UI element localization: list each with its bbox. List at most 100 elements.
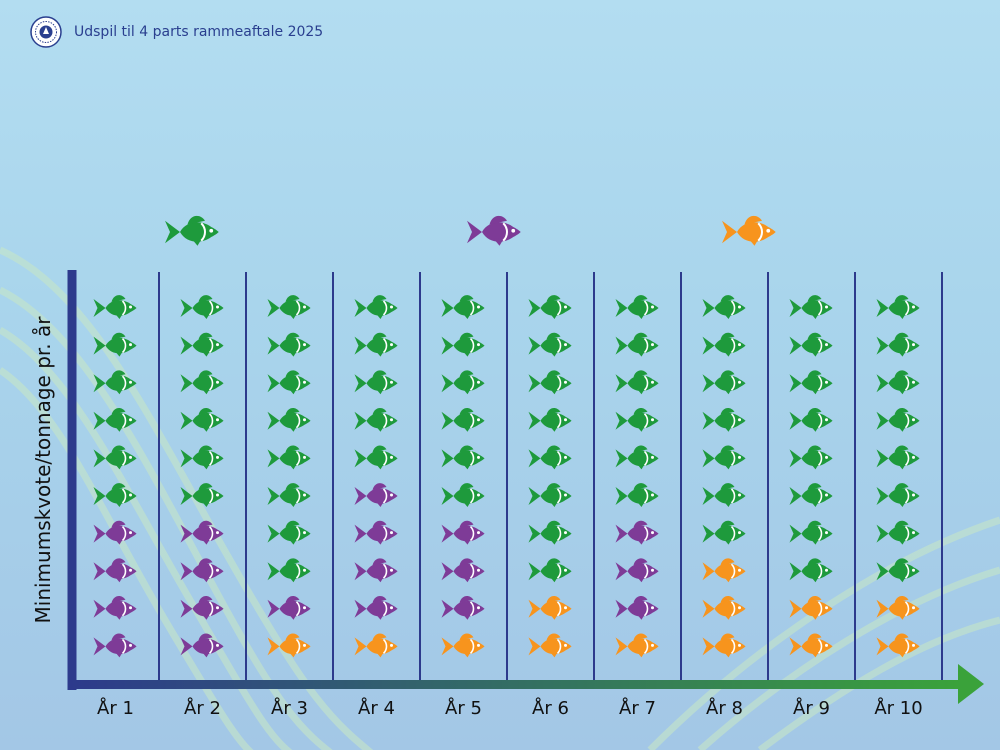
green-fish-icon [93,483,137,507]
green-fish-icon [702,332,746,357]
year-column [876,295,920,658]
green-fish-icon [528,558,572,583]
purple-fish-icon [441,520,485,545]
orange-fish-icon [528,633,572,658]
purple-fish-icon [354,558,398,583]
green-fish-icon [702,295,746,319]
green-fish-icon [876,332,920,357]
green-fish-icon [876,445,920,470]
purple-fish-icon [441,558,485,583]
header-title: Udspil til 4 parts rammeaftale 2025 [74,24,324,40]
green-fish-icon [876,558,920,583]
x-tick-label: År 8 [706,697,743,719]
green-fish-icon [702,483,746,507]
green-fish-icon [789,370,833,395]
purple-fish-icon [93,558,137,583]
green-fish-icon [441,445,485,470]
green-fish-icon [528,295,572,319]
purple-fish-icon [354,595,398,620]
year-column [615,295,659,658]
purple-fish-icon [180,595,224,620]
purple-fish-icon [93,595,137,620]
green-fish-icon [615,407,659,432]
green-fish-icon [180,407,224,432]
purple-fish-icon [180,633,224,658]
purple-fish-icon [93,520,137,545]
x-tick-label: År 1 [97,697,134,719]
orange-fish-icon [789,633,833,658]
green-fish-icon [267,483,311,507]
year-column [702,295,746,658]
green-fish-icon [267,520,311,545]
green-fish-icon [93,370,137,395]
year-column [354,295,398,658]
purple-fish-icon [180,520,224,545]
green-fish-icon [615,445,659,470]
green-fish-icon [267,558,311,583]
orange-fish-icon [615,633,659,658]
green-fish-icon [702,407,746,432]
green-fish-icon [354,332,398,357]
green-fish-icon [267,370,311,395]
orange-fish-icon [702,633,746,658]
green-fish-icon [528,407,572,432]
green-fish-icon [528,370,572,395]
green-fish-icon [789,445,833,470]
green-fish-icon [354,295,398,319]
year-dividers [158,272,943,682]
orange-fish-icon [789,595,833,620]
seal-logo-icon [30,16,62,48]
green-fish-icon [528,520,572,545]
green-fish-icon [354,445,398,470]
orange-fish-icon [876,633,920,658]
green-fish-icon [789,483,833,507]
green-fish-icon [441,370,485,395]
green-fish-icon [789,520,833,545]
green-fish-icon [441,332,485,357]
green-fish-icon [267,407,311,432]
orange-fish-icon [876,595,920,620]
green-fish-icon [354,407,398,432]
green-fish-icon [267,332,311,357]
purple-fish-icon [467,215,521,246]
purple-fish-icon [180,558,224,583]
x-tick-label: År 6 [532,697,569,719]
green-fish-icon [528,445,572,470]
x-tick-label: År 9 [793,697,830,719]
slide-header: Udspil til 4 parts rammeaftale 2025 [30,16,323,48]
green-fish-icon [789,332,833,357]
x-tick-label: År 10 [874,697,922,719]
green-fish-icon [702,445,746,470]
green-fish-icon [180,370,224,395]
green-fish-icon [528,483,572,507]
purple-fish-icon [354,483,398,507]
green-fish-icon [615,483,659,507]
green-fish-icon [441,295,485,319]
green-fish-icon [93,407,137,432]
green-fish-icon [180,445,224,470]
green-fish-icon [354,370,398,395]
green-fish-icon [528,332,572,357]
x-tick-label: År 7 [619,697,656,719]
green-fish-icon [441,483,485,507]
purple-fish-icon [267,595,311,620]
green-fish-icon [180,483,224,507]
green-fish-icon [615,332,659,357]
x-tick-label: År 4 [358,697,395,719]
orange-fish-icon [441,633,485,658]
green-fish-icon [615,370,659,395]
legend [165,215,776,246]
x-tick-labels: År 1 År 2 År 3 År 4 År 5 År 6 År 7 År 8 År 9 År 1… [97,697,923,719]
year-column [93,295,137,658]
x-axis [68,664,984,704]
green-fish-icon [165,215,219,246]
green-fish-icon [876,295,920,319]
x-tick-label: År 5 [445,697,482,719]
orange-fish-icon [354,633,398,658]
purple-fish-icon [354,520,398,545]
green-fish-icon [93,295,137,319]
orange-fish-icon [722,215,776,246]
year-column [789,295,833,658]
green-fish-icon [180,332,224,357]
